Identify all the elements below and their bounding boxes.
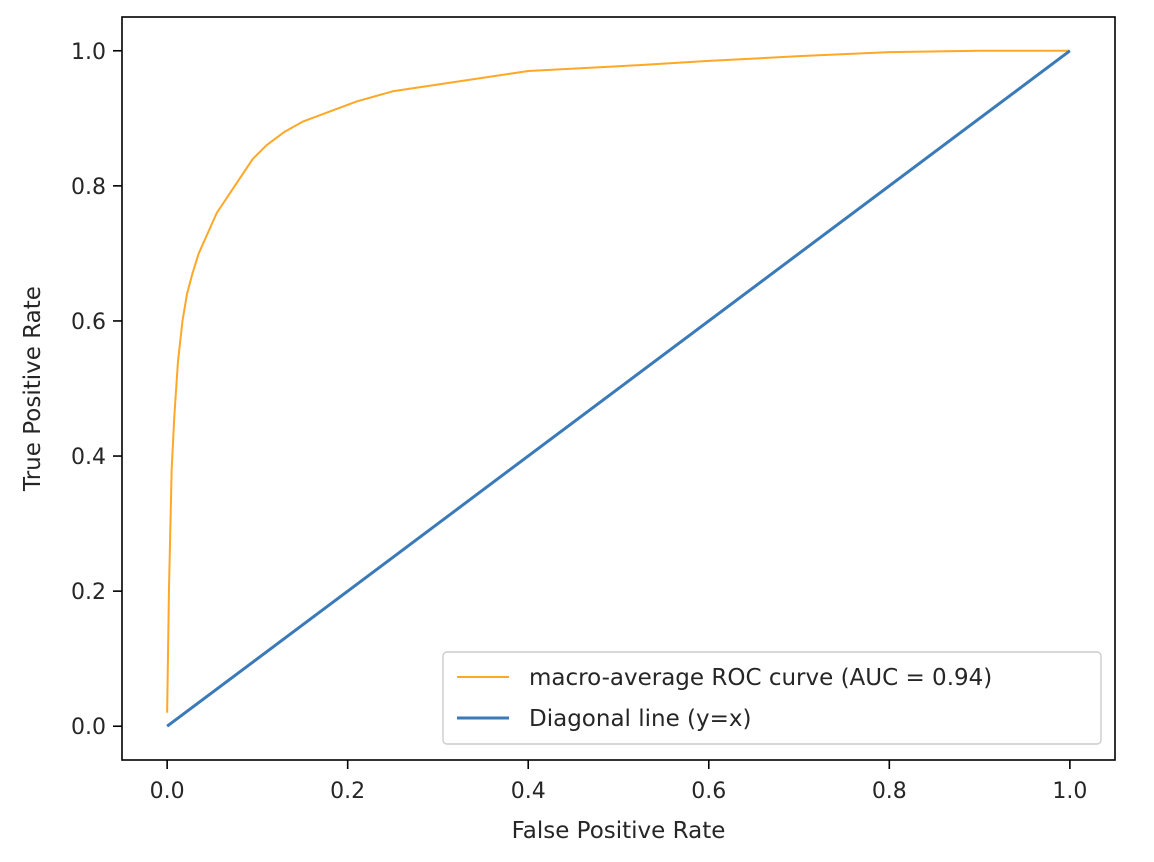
x-axis-title: False Positive Rate <box>512 818 726 844</box>
y-axis: 0.0 0.2 0.4 0.6 0.8 1.0 <box>71 40 122 740</box>
plot-frame <box>121 16 1116 761</box>
x-tick-label: 0.0 <box>150 779 185 804</box>
x-tick-label: 0.6 <box>691 779 726 804</box>
legend-label-diagonal: Diagonal line (y=x) <box>529 706 752 732</box>
x-tick-label: 0.2 <box>330 779 365 804</box>
x-tick-label: 1.0 <box>1052 779 1087 804</box>
legend-label-roc: macro-average ROC curve (AUC = 0.94) <box>529 665 992 691</box>
series-layer <box>166 49 1071 728</box>
y-axis-title: True Positive Rate <box>20 286 46 492</box>
x-axis: 0.0 0.2 0.4 0.6 0.8 1.0 <box>150 760 1087 804</box>
legend: macro-average ROC curve (AUC = 0.94) Dia… <box>442 651 1102 745</box>
roc-curve-line <box>166 49 1070 713</box>
y-tick-label: 0.6 <box>71 310 106 335</box>
y-tick-label: 0.0 <box>71 715 106 740</box>
y-tick-label: 1.0 <box>71 40 106 65</box>
x-tick-label: 0.4 <box>511 779 546 804</box>
y-tick-label: 0.4 <box>71 445 106 470</box>
legend-frame <box>442 651 1102 745</box>
x-tick-label: 0.8 <box>872 779 907 804</box>
diagonal-line <box>166 49 1071 728</box>
y-tick-label: 0.8 <box>71 175 106 200</box>
y-tick-label: 0.2 <box>71 580 106 605</box>
